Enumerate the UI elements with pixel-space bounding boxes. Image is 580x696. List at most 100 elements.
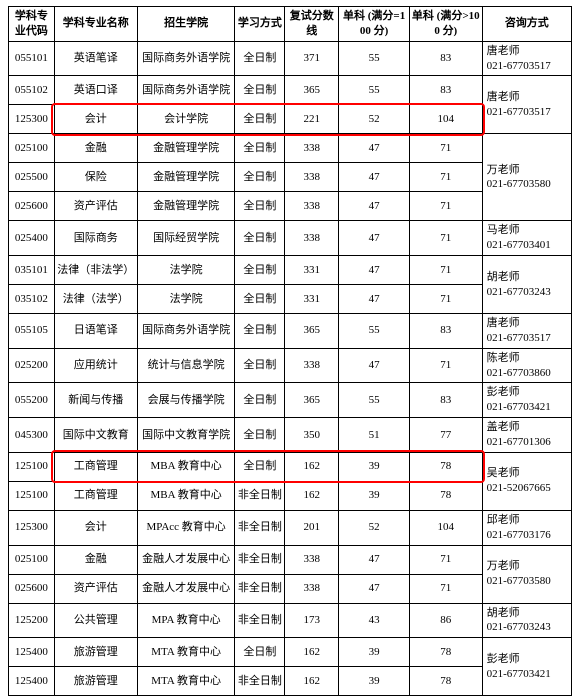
- cell-s100: 39: [339, 638, 410, 667]
- cell-name: 金融: [54, 134, 137, 163]
- cell-code: 125200: [9, 603, 55, 638]
- cell-college: 国际商务外语学院: [137, 314, 235, 349]
- cell-mode: 全日制: [235, 163, 285, 192]
- cell-contact: 马老师021-67703401: [482, 221, 571, 256]
- contact-name: 胡老师: [487, 606, 569, 621]
- cell-name: 工商管理: [54, 481, 137, 510]
- cell-score: 162: [285, 481, 339, 510]
- table-row: 125200公共管理MPA 教育中心非全日制1734386胡老师021-6770…: [9, 603, 572, 638]
- cell-mode: 全日制: [235, 314, 285, 349]
- col-code: 学科专业代码: [9, 7, 55, 42]
- cell-s100: 47: [339, 163, 410, 192]
- cell-mode: 非全日制: [235, 603, 285, 638]
- cell-name: 日语笔译: [54, 314, 137, 349]
- cell-s100: 47: [339, 545, 410, 574]
- cell-contact: 陈老师021-67703860: [482, 348, 571, 383]
- cell-score: 221: [285, 105, 339, 134]
- cell-s100: 47: [339, 574, 410, 603]
- table-row: 025200应用统计统计与信息学院全日制3384771陈老师021-677038…: [9, 348, 572, 383]
- contact-name: 唐老师: [487, 316, 569, 331]
- cell-name: 资产评估: [54, 192, 137, 221]
- contact-phone: 021-67703580: [487, 574, 569, 589]
- cell-score: 162: [285, 667, 339, 696]
- cell-contact: 彭老师021-67703421: [482, 383, 571, 418]
- cell-name: 英语口译: [54, 76, 137, 105]
- cell-college: 法学院: [137, 256, 235, 285]
- cell-code: 025600: [9, 574, 55, 603]
- cell-code: 025200: [9, 348, 55, 383]
- contact-name: 马老师: [487, 223, 569, 238]
- cell-mode: 非全日制: [235, 481, 285, 510]
- cell-contact: 彭老师021-67703421: [482, 638, 571, 696]
- cell-contact: 盖老师021-67701306: [482, 418, 571, 453]
- cell-college: 国际经贸学院: [137, 221, 235, 256]
- cell-college: 法学院: [137, 285, 235, 314]
- cell-contact: 胡老师021-67703243: [482, 603, 571, 638]
- cell-mode: 全日制: [235, 221, 285, 256]
- cell-score: 365: [285, 76, 339, 105]
- contact-name: 邱老师: [487, 513, 569, 528]
- cell-code: 125300: [9, 510, 55, 545]
- contact-name: 盖老师: [487, 420, 569, 435]
- cell-score: 338: [285, 348, 339, 383]
- table-row: 125300会计MPAcc 教育中心非全日制20152104邱老师021-677…: [9, 510, 572, 545]
- table-row: 035101法律（非法学）法学院全日制3314771胡老师021-6770324…: [9, 256, 572, 285]
- cell-contact: 唐老师021-67703517: [482, 41, 571, 76]
- cell-name: 新闻与传播: [54, 383, 137, 418]
- col-sgt100: 单科 (满分>100 分): [409, 7, 482, 42]
- contact-name: 万老师: [487, 163, 569, 178]
- cell-sgt100: 71: [409, 545, 482, 574]
- cell-score: 162: [285, 638, 339, 667]
- cell-mode: 全日制: [235, 105, 285, 134]
- cell-sgt100: 104: [409, 510, 482, 545]
- cell-college: 会展与传播学院: [137, 383, 235, 418]
- cell-sgt100: 71: [409, 163, 482, 192]
- table-row: 055102英语口译国际商务外语学院全日制3655583唐老师021-67703…: [9, 76, 572, 105]
- cell-s100: 55: [339, 41, 410, 76]
- cell-sgt100: 71: [409, 221, 482, 256]
- cell-name: 工商管理: [54, 452, 137, 481]
- cell-contact: 唐老师021-67703517: [482, 76, 571, 134]
- col-college: 招生学院: [137, 7, 235, 42]
- cell-s100: 47: [339, 192, 410, 221]
- cell-code: 125300: [9, 105, 55, 134]
- cell-name: 国际中文教育: [54, 418, 137, 453]
- cell-college: 国际中文教育学院: [137, 418, 235, 453]
- cell-code: 055101: [9, 41, 55, 76]
- cell-college: MTA 教育中心: [137, 638, 235, 667]
- cell-s100: 47: [339, 134, 410, 163]
- contact-phone: 021-67703517: [487, 59, 569, 74]
- cell-mode: 非全日制: [235, 510, 285, 545]
- cell-contact: 邱老师021-67703176: [482, 510, 571, 545]
- cell-college: 会计学院: [137, 105, 235, 134]
- cell-college: 统计与信息学院: [137, 348, 235, 383]
- cell-mode: 全日制: [235, 418, 285, 453]
- cell-code: 055200: [9, 383, 55, 418]
- cell-code: 035102: [9, 285, 55, 314]
- contact-name: 彭老师: [487, 385, 569, 400]
- cell-code: 025600: [9, 192, 55, 221]
- cell-college: 金融管理学院: [137, 134, 235, 163]
- cell-score: 350: [285, 418, 339, 453]
- cell-college: 国际商务外语学院: [137, 76, 235, 105]
- cell-mode: 全日制: [235, 76, 285, 105]
- cell-name: 法律（法学）: [54, 285, 137, 314]
- table-row: 125100工商管理MBA 教育中心全日制1623978吴老师021-52067…: [9, 452, 572, 481]
- cell-score: 201: [285, 510, 339, 545]
- contact-phone: 021-67703580: [487, 177, 569, 192]
- cell-mode: 全日制: [235, 452, 285, 481]
- cell-college: 金融人才发展中心: [137, 574, 235, 603]
- table-row: 025400国际商务国际经贸学院全日制3384771马老师021-6770340…: [9, 221, 572, 256]
- cell-mode: 全日制: [235, 285, 285, 314]
- cell-mode: 全日制: [235, 348, 285, 383]
- cell-score: 173: [285, 603, 339, 638]
- cell-college: MTA 教育中心: [137, 667, 235, 696]
- cell-college: MPA 教育中心: [137, 603, 235, 638]
- cell-s100: 52: [339, 105, 410, 134]
- cell-mode: 非全日制: [235, 574, 285, 603]
- cell-college: MPAcc 教育中心: [137, 510, 235, 545]
- cell-score: 371: [285, 41, 339, 76]
- cell-code: 125100: [9, 481, 55, 510]
- cell-sgt100: 77: [409, 418, 482, 453]
- col-s100: 单科 (满分=100 分): [339, 7, 410, 42]
